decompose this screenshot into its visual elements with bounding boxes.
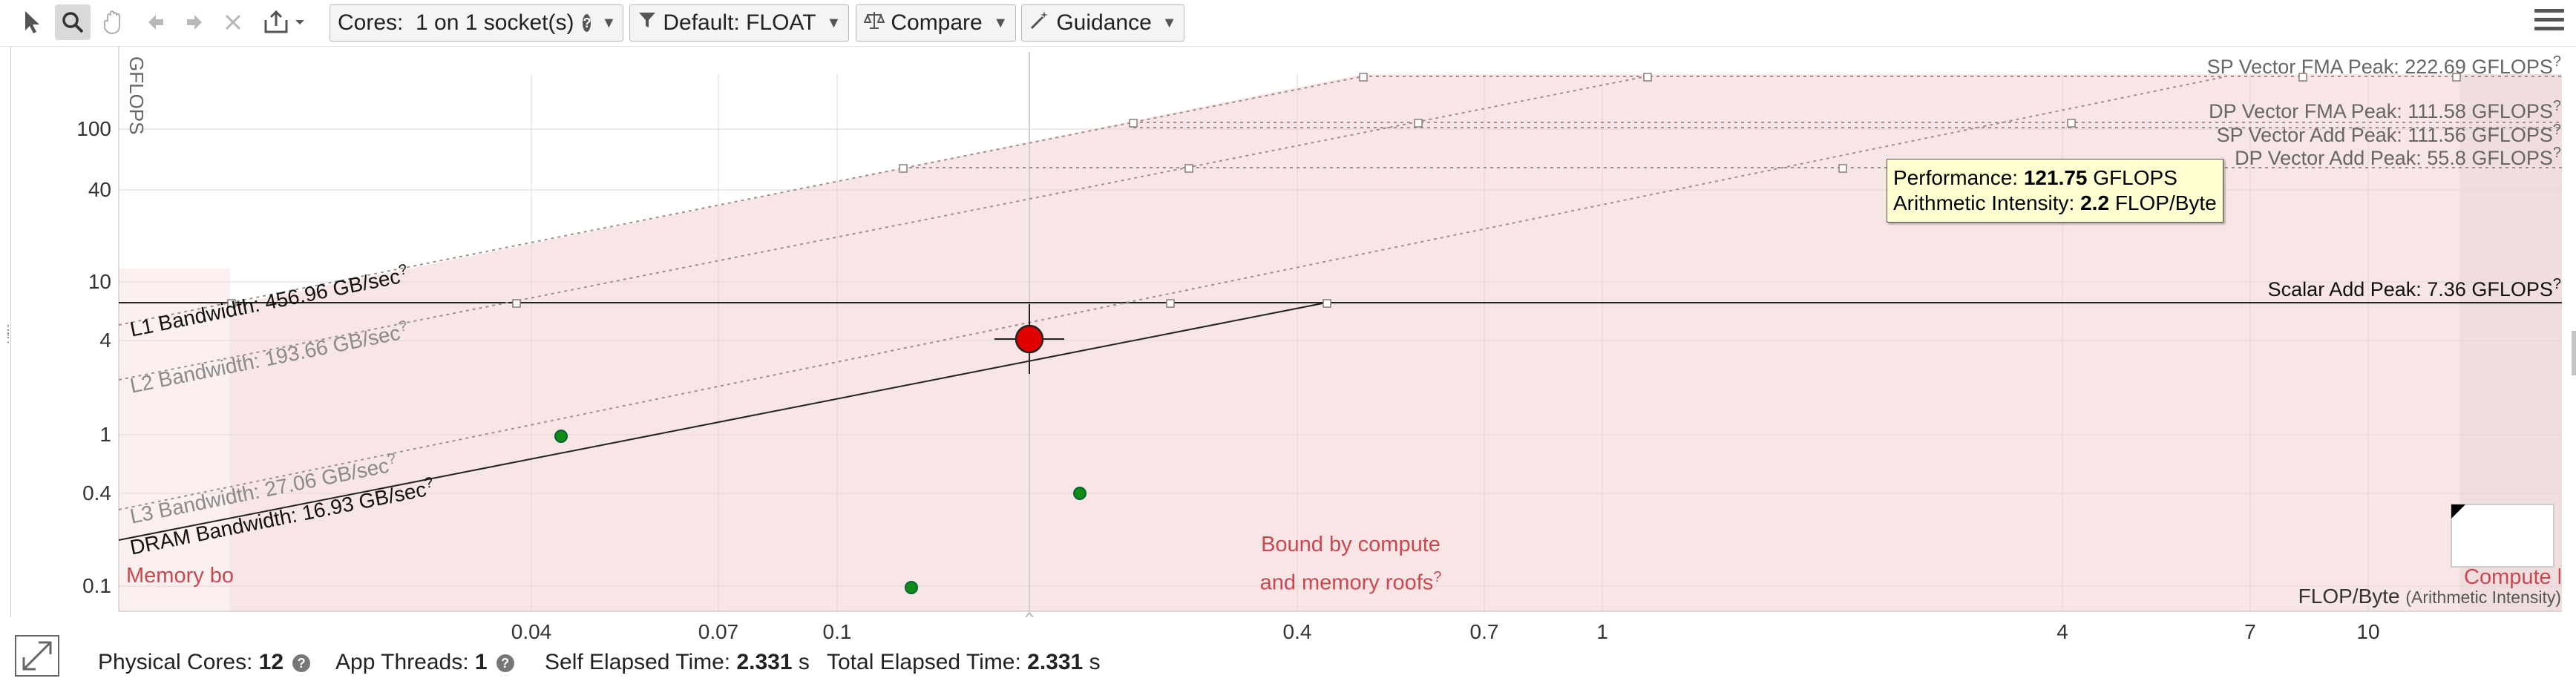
- x-tick: 0.4: [1282, 620, 1312, 643]
- y-tick: 4: [99, 329, 111, 352]
- compute-memory-bound-region-label: Bound by compute and memory roofs?: [1259, 533, 1442, 595]
- filter-icon: [638, 10, 657, 36]
- y-tick: 0.4: [82, 481, 111, 504]
- filter-dropdown[interactable]: Default: FLOAT ▼: [629, 4, 849, 42]
- physical-cores: Physical Cores: 12?: [98, 650, 311, 675]
- y-tick: 10: [88, 270, 111, 293]
- compute-bound-region-label: Compute b: [2464, 565, 2560, 589]
- y-tick: 0.1: [82, 574, 111, 597]
- export-share-icon[interactable]: [255, 4, 315, 40]
- loop-point: [554, 430, 568, 443]
- chevron-down-icon: ▼: [826, 14, 842, 31]
- sp-add-peak-label[interactable]: SP Vector Add Peak: 111.56 GFLOPS?: [2216, 122, 2561, 146]
- expand-icon[interactable]: [15, 635, 59, 677]
- x-tick: 0.04: [511, 620, 552, 643]
- x-tick: 1: [1596, 620, 1608, 643]
- total-elapsed-time: Total Elapsed Time: 2.331 s: [827, 650, 1101, 674]
- cores-dropdown[interactable]: Cores: 1 on 1 socket(s) ? ▼: [330, 4, 623, 42]
- x-tick-marker: [1025, 611, 1034, 617]
- scales-icon: [863, 10, 885, 36]
- l1-bandwidth-roof: [118, 76, 1363, 326]
- x-tick: 0.1: [822, 620, 852, 643]
- x-tick: 7: [2244, 620, 2256, 643]
- dp-add-peak-label[interactable]: DP Vector Add Peak: 55.8 GFLOPS?: [2235, 145, 2561, 169]
- dram-bandwidth-roof: [118, 302, 1327, 541]
- dp-fma-peak-label[interactable]: DP Vector FMA Peak: 111.58 GFLOPS?: [2209, 98, 2561, 122]
- y-axis-label: GFLOPS: [125, 56, 148, 135]
- l3-bandwidth-roof: [118, 76, 2227, 510]
- point-tooltip: Performance: 121.75 GFLOPS Arithmetic In…: [1887, 159, 2223, 223]
- undo-icon[interactable]: [138, 4, 174, 40]
- help-icon[interactable]: ?: [292, 654, 311, 673]
- magic-wand-icon: [1029, 10, 1050, 36]
- splitter-line: [10, 46, 11, 617]
- cores-value: 1 on 1 socket(s): [416, 10, 574, 35]
- zoom-search-icon[interactable]: [55, 4, 91, 40]
- overview-corner-icon: [2451, 504, 2465, 519]
- status-bar: Physical Cores: 12? App Threads: 1? Self…: [0, 645, 2576, 684]
- loop-point: [905, 581, 918, 594]
- loop-point: [1073, 487, 1087, 500]
- x-tick: 0.07: [698, 620, 739, 643]
- l2-bandwidth-roof: [118, 76, 1647, 381]
- overview-thumbnail: [2451, 504, 2554, 568]
- chevron-down-icon: ▼: [601, 14, 617, 31]
- redo-icon[interactable]: [177, 4, 212, 40]
- sp-fma-peak-label[interactable]: SP Vector FMA Peak: 222.69 GFLOPS?: [2206, 53, 2561, 78]
- chevron-down-icon: ▼: [1161, 14, 1177, 31]
- compare-dropdown[interactable]: Compare ▼: [856, 4, 1016, 42]
- y-tick: 100: [76, 117, 111, 140]
- x-tick: 0.7: [1469, 620, 1499, 643]
- chevron-down-icon: ▼: [993, 14, 1008, 31]
- filter-value: Default: FLOAT: [663, 10, 816, 35]
- app-threads: App Threads: 1?: [335, 650, 514, 675]
- x-tick: 10: [2356, 620, 2380, 643]
- memory-bound-region-label: Memory bo: [126, 564, 235, 588]
- left-shade: [119, 269, 230, 611]
- y-tick: 40: [88, 178, 111, 201]
- toolbar: Cores: 1 on 1 socket(s) ? ▼ Default: FLO…: [0, 0, 2576, 47]
- help-icon[interactable]: ?: [583, 14, 591, 32]
- scalar-add-peak-label[interactable]: Scalar Add Peak: 7.36 GFLOPS?: [2267, 276, 2561, 300]
- guidance-label: Guidance: [1056, 10, 1152, 35]
- roof-markers: [227, 73, 2461, 308]
- select-pointer-icon[interactable]: [15, 4, 50, 40]
- guidance-dropdown[interactable]: Guidance ▼: [1021, 4, 1184, 42]
- x-axis-label: FLOP/Byte (Arithmetic Intensity): [2298, 585, 2561, 608]
- self-elapsed-time: Self Elapsed Time: 2.331 s: [545, 650, 810, 674]
- pan-hand-icon[interactable]: [96, 4, 132, 40]
- help-icon[interactable]: ?: [496, 654, 514, 673]
- y-tick: 1: [99, 423, 111, 446]
- selected-loop-point: [1015, 324, 1044, 354]
- compare-label: Compare: [891, 10, 983, 35]
- close-icon[interactable]: [215, 4, 251, 40]
- roofline-chart: GFLOPS 100 40 10 4 1 0.4 0.1 0.04 0.07 0…: [0, 46, 2576, 643]
- vertical-scroll-handle[interactable]: [2572, 331, 2576, 375]
- cores-label: Cores:: [338, 10, 404, 35]
- hamburger-menu-icon[interactable]: [2534, 9, 2564, 36]
- x-tick: 4: [2056, 620, 2068, 643]
